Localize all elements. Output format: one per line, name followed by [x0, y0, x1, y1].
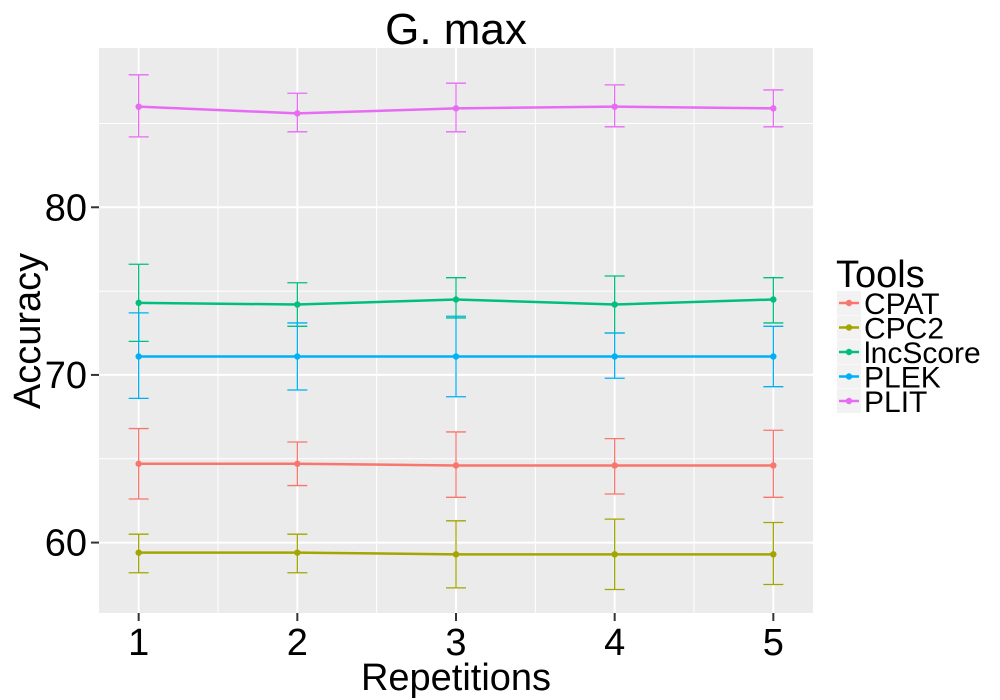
legend-item-cpc2: CPC2 — [837, 313, 944, 346]
data-point — [135, 299, 142, 307]
y-axis-title: Accuracy — [7, 253, 49, 409]
legend-label: lncScore — [864, 337, 981, 370]
data-point — [770, 105, 777, 112]
data-point — [294, 353, 301, 360]
legend-item-plek: PLEK — [837, 362, 941, 395]
y-tick-label: 60 — [45, 523, 87, 565]
data-point — [135, 353, 142, 360]
legend-key-point — [845, 373, 853, 380]
chart-title: G. max — [385, 5, 527, 54]
legend-label: CPC2 — [864, 313, 944, 346]
data-point — [452, 551, 460, 558]
data-point — [294, 460, 301, 467]
x-axis-title: Repetitions — [361, 657, 551, 699]
data-point — [135, 460, 142, 467]
data-point — [452, 462, 460, 469]
legend-label: PLIT — [864, 386, 927, 419]
series-plit — [128, 74, 784, 138]
x-tick-label: 1 — [128, 622, 149, 664]
legend-label: PLEK — [864, 362, 941, 395]
series-cpc2 — [128, 518, 784, 591]
series-layer — [128, 74, 784, 591]
data-point — [294, 549, 301, 556]
data-point — [770, 353, 777, 360]
legend-item-lncscore: lncScore — [837, 337, 981, 370]
data-point — [135, 103, 142, 110]
data-point — [294, 110, 301, 117]
series-lncscore — [128, 263, 784, 343]
data-point — [611, 301, 618, 308]
series-cpat — [128, 427, 784, 500]
y-tick-label: 70 — [45, 355, 87, 397]
y-tick-label: 80 — [45, 187, 87, 229]
data-point — [770, 296, 777, 303]
data-point — [135, 549, 142, 556]
data-point — [770, 551, 777, 558]
legend-label: CPAT — [864, 288, 940, 321]
data-point — [452, 105, 460, 112]
legend-item-plit: PLIT — [837, 386, 927, 419]
axes: 1 2 3 4 5 60 70 80 — [45, 187, 784, 664]
x-tick-label: 4 — [604, 622, 625, 664]
data-point — [452, 296, 460, 303]
legend-title: Tools — [836, 254, 925, 296]
legend-item-cpat: CPAT — [837, 288, 940, 321]
legend-key-point — [845, 397, 853, 405]
legend-key-point — [845, 324, 853, 331]
x-tick-label: 5 — [763, 622, 784, 664]
data-point — [611, 462, 618, 469]
legend-key-point — [845, 299, 853, 307]
legend-key-point — [845, 348, 853, 356]
data-point — [452, 353, 460, 360]
data-point — [294, 301, 301, 308]
series-plek — [128, 312, 784, 400]
data-point — [611, 353, 618, 360]
data-point — [611, 103, 618, 110]
data-point — [611, 551, 618, 558]
x-tick-label: 3 — [445, 622, 466, 664]
data-point — [770, 462, 777, 469]
x-tick-label: 2 — [287, 622, 308, 664]
